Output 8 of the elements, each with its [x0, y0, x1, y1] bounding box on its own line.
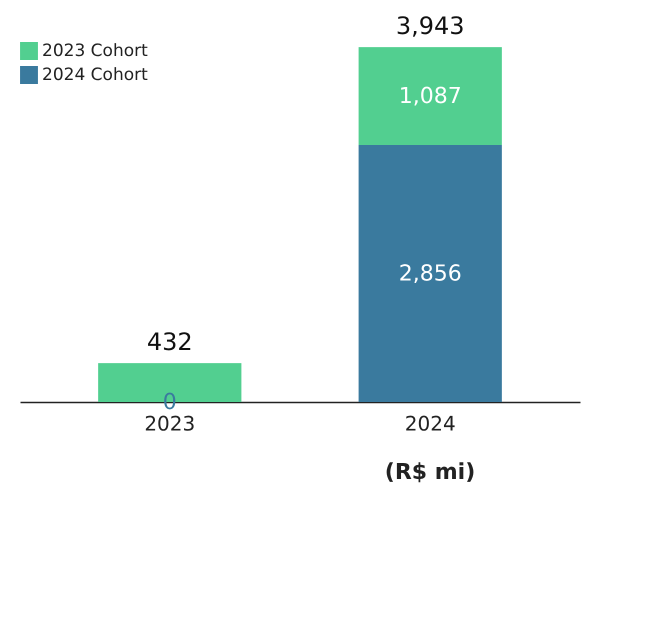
text: (R$ mi) [384, 460, 476, 485]
data-label: 2,856 [398, 261, 462, 286]
data-label: 1,087 [398, 84, 462, 110]
legend-label: 2023 Cohort [42, 41, 148, 61]
total-label: 3,943 [396, 12, 465, 40]
legend-label: 2024 Cohort [42, 65, 148, 85]
x-tick-label: 2024 [404, 412, 456, 436]
total-label: 432 [146, 328, 193, 356]
